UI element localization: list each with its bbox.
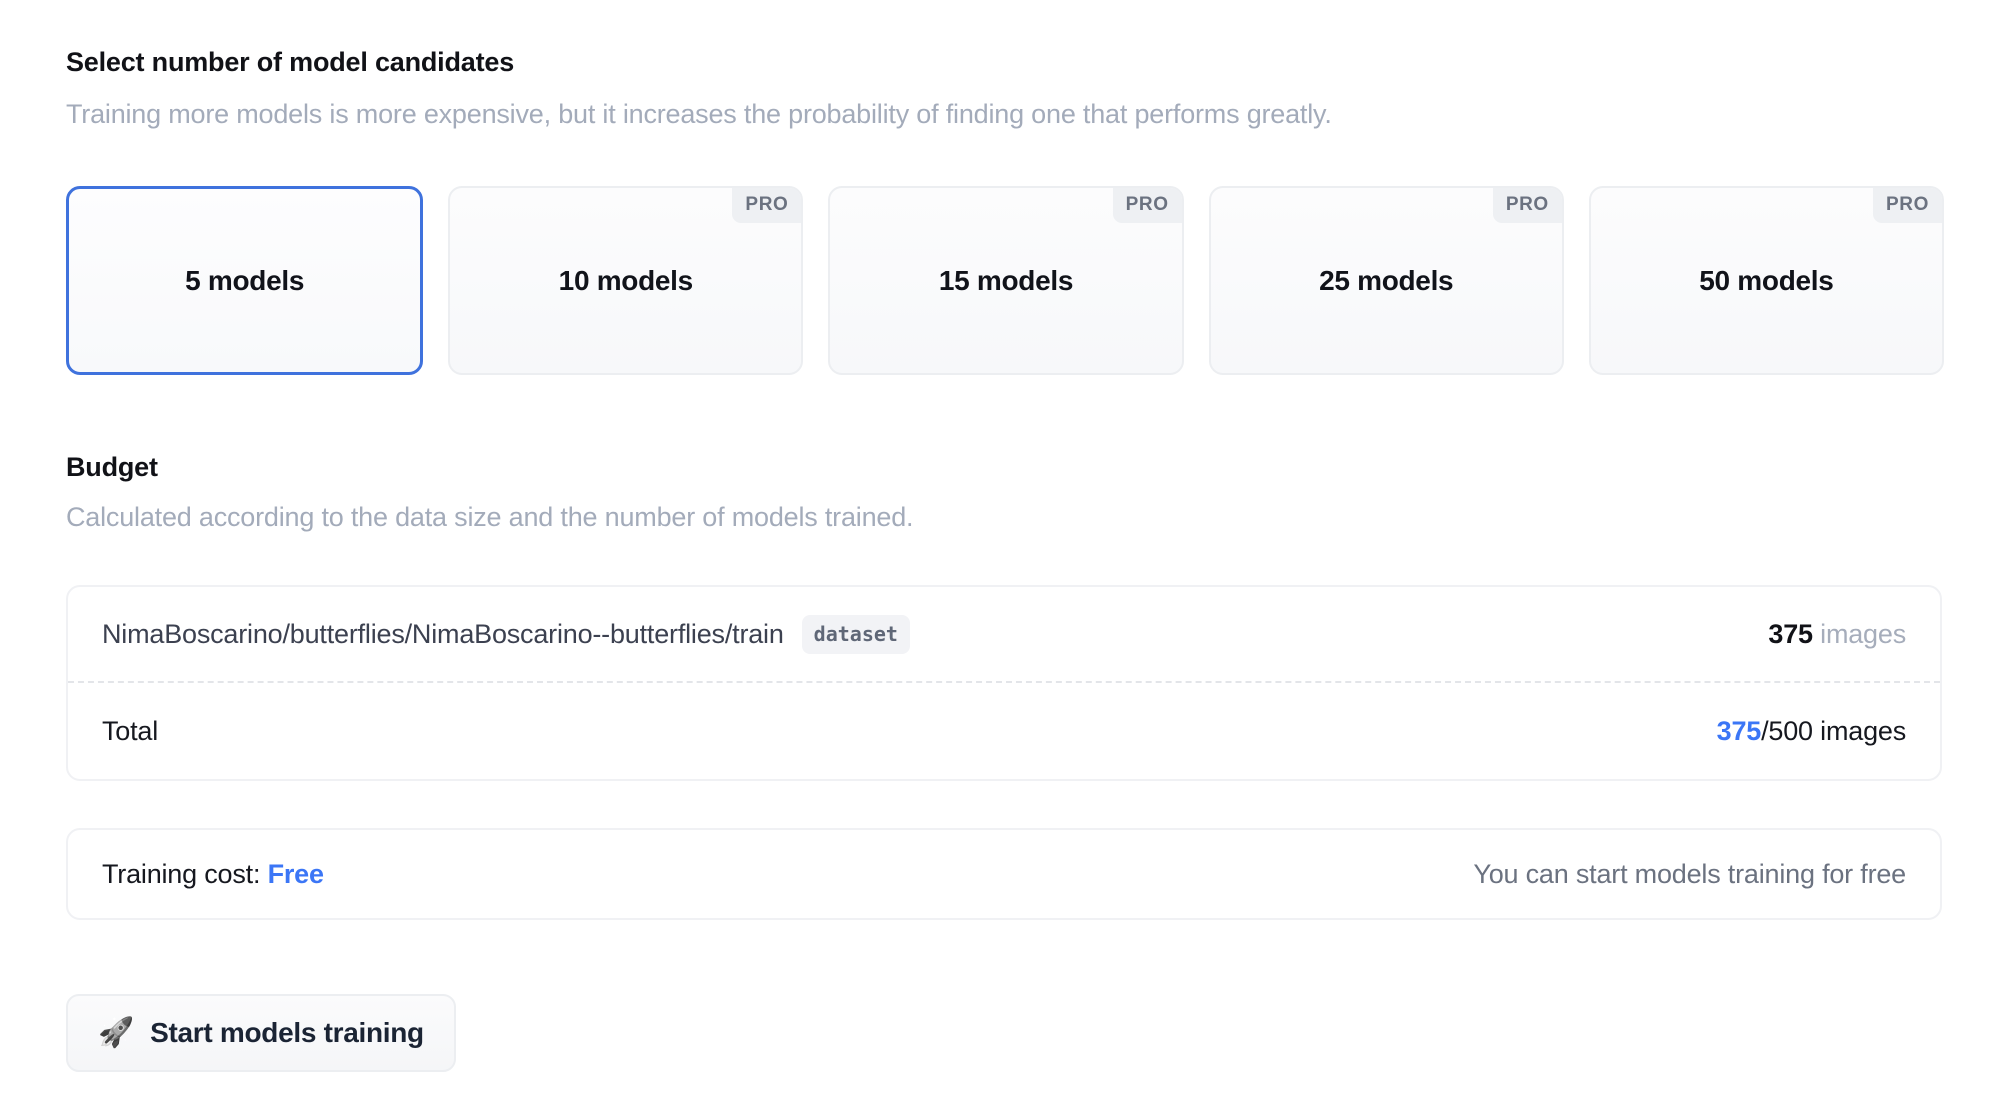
model-option-label: 15 models [938, 264, 1074, 296]
training-cost-box: Training cost: Free You can start models… [66, 828, 1942, 920]
model-option-50[interactable]: PRO 50 models [1588, 186, 1945, 375]
pro-badge: PRO [1112, 188, 1182, 223]
model-selection-subtitle: Training more models is more expensive, … [66, 99, 1332, 129]
dataset-image-count: 375 images [1768, 619, 1906, 650]
model-selection-title: Select number of model candidates [66, 47, 515, 77]
model-option-label: 5 models [185, 264, 305, 296]
start-models-training-label: Start models training [150, 1017, 424, 1048]
model-option-label: 10 models [558, 264, 694, 296]
model-option-5[interactable]: 5 models [66, 186, 424, 375]
training-cost-label: Training cost: Free [102, 859, 324, 890]
dataset-row: NimaBoscarino/butterflies/NimaBoscarino-… [68, 587, 1940, 683]
dataset-identity: NimaBoscarino/butterflies/NimaBoscarino-… [102, 614, 910, 654]
dataset-image-count-unit: images [1820, 618, 1906, 649]
model-option-10[interactable]: PRO 10 models [448, 186, 804, 375]
model-option-15[interactable]: PRO 15 models [828, 186, 1184, 375]
total-row: Total 375/500 images [68, 683, 1940, 779]
pro-badge: PRO [1873, 188, 1943, 223]
dataset-path: NimaBoscarino/butterflies/NimaBoscarino-… [102, 618, 784, 649]
rocket-icon: 🚀 [98, 1016, 135, 1049]
total-limit-images: /500 images [1761, 715, 1906, 746]
training-cost-note: You can start models training for free [1473, 858, 1906, 889]
start-models-training-button[interactable]: 🚀 Start models training [66, 994, 456, 1072]
total-label: Total [102, 715, 159, 746]
budget-subtitle: Calculated according to the data size an… [66, 502, 914, 532]
pro-badge: PRO [732, 188, 802, 223]
model-option-label: 50 models [1699, 264, 1834, 296]
budget-title: Budget [66, 452, 158, 482]
training-cost-text: Training cost: [102, 858, 268, 889]
dataset-image-count-number: 375 [1768, 618, 1813, 649]
model-option-label: 25 models [1319, 264, 1454, 296]
training-cost-value: Free [267, 858, 324, 889]
model-candidate-options: 5 models PRO 10 models PRO 15 models PRO… [66, 186, 1945, 375]
budget-summary-box: NimaBoscarino/butterflies/NimaBoscarino-… [66, 585, 1942, 781]
dataset-type-badge: dataset [801, 614, 910, 654]
total-value: 375/500 images [1716, 715, 1907, 747]
model-option-25[interactable]: PRO 25 models [1208, 186, 1564, 375]
total-used-images: 375 [1716, 715, 1762, 746]
pro-badge: PRO [1492, 188, 1562, 223]
